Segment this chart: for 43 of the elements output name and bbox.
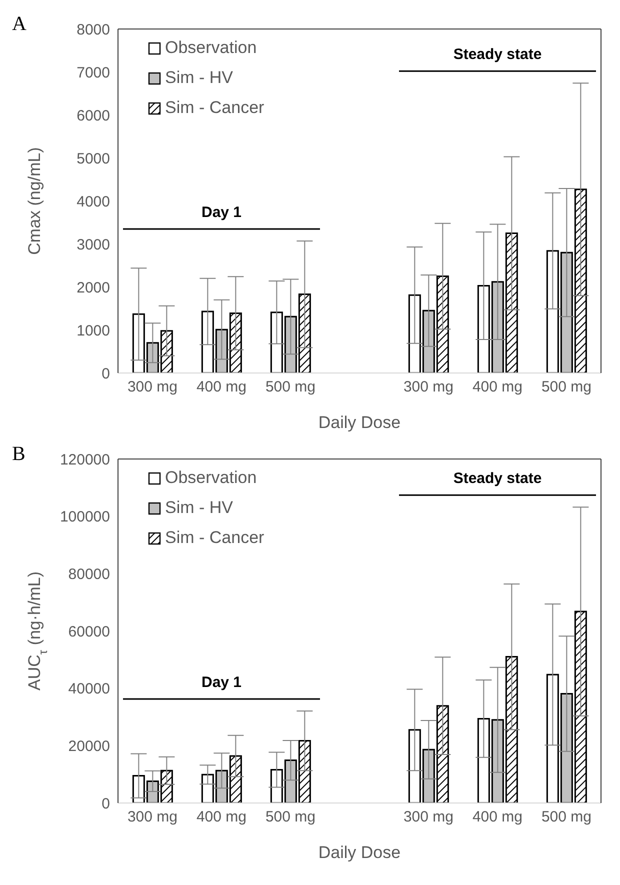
legend-label: Sim - HV <box>165 498 233 518</box>
x-tick-label: 500 mg <box>265 808 316 826</box>
y-tick-label: 60000 <box>68 623 110 640</box>
legend-label: Observation <box>165 38 257 58</box>
y-tick-label: 7000 <box>76 64 110 82</box>
y-tick-label: 3000 <box>76 236 110 254</box>
y-tick-label: 1000 <box>76 322 110 340</box>
y-tick-label: 0 <box>102 365 110 382</box>
y-tick-label: 80000 <box>68 566 110 583</box>
y-tick-label: 40000 <box>68 680 110 698</box>
x-tick-label: 400 mg <box>196 378 247 396</box>
y-tick-label: 0 <box>102 795 110 812</box>
annotation: Steady state <box>453 470 542 488</box>
x-tick-label: 300 mg <box>127 378 178 396</box>
legend-label: Sim - HV <box>165 68 233 88</box>
x-tick-label: 300 mg <box>403 378 454 396</box>
legend-label: Sim - Cancer <box>165 98 264 118</box>
y-tick-label: 8000 <box>76 21 110 38</box>
y-tick-label: 4000 <box>76 193 110 210</box>
y-axis-title: Cmax (ng/mL) <box>25 147 44 255</box>
x-tick-label: 300 mg <box>127 808 178 826</box>
x-tick-label: 500 mg <box>541 378 592 396</box>
x-tick-label: 500 mg <box>541 808 592 826</box>
y-tick-label: 100000 <box>60 508 110 526</box>
legend-label: Sim - Cancer <box>165 528 264 548</box>
x-tick-label: 400 mg <box>196 808 247 826</box>
annotation: Day 1 <box>201 674 242 691</box>
chart-title: B <box>12 443 26 465</box>
x-axis-title: Daily Dose <box>318 843 401 862</box>
y-tick-label: 6000 <box>76 107 110 124</box>
y-tick-label: 2000 <box>76 279 110 296</box>
x-axis-title: Daily Dose <box>318 413 401 432</box>
chart-title: A <box>12 13 27 35</box>
x-tick-label: 400 mg <box>472 378 523 396</box>
y-tick-label: 5000 <box>76 150 110 168</box>
annotation: Day 1 <box>201 204 242 221</box>
legend-label: Observation <box>165 468 257 488</box>
x-tick-label: 300 mg <box>403 808 454 826</box>
x-tick-label: 500 mg <box>265 378 316 396</box>
x-tick-label: 400 mg <box>472 808 523 826</box>
y-tick-label: 120000 <box>60 451 110 468</box>
annotation: Steady state <box>453 46 542 64</box>
y-tick-label: 20000 <box>68 738 110 755</box>
